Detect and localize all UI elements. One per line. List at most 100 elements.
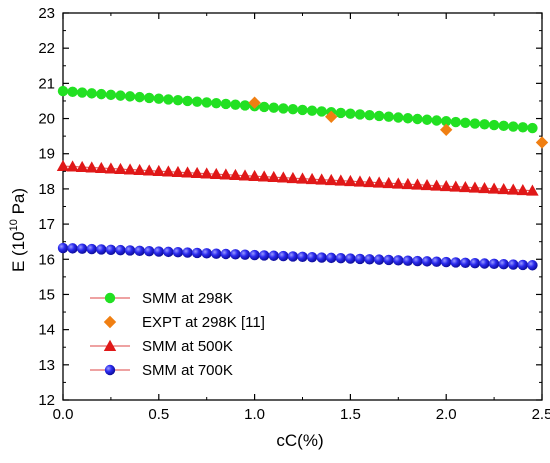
data-point	[258, 250, 270, 261]
data-point	[392, 177, 405, 189]
data-point	[527, 122, 538, 134]
data-point	[86, 243, 97, 255]
legend-label: SMM at 298K	[142, 290, 233, 307]
data-point	[478, 181, 491, 194]
data-point	[364, 254, 375, 265]
y-tick-label: 15	[38, 286, 55, 303]
data-point	[57, 242, 69, 254]
data-point	[134, 245, 145, 257]
y-axis: 12 13 14 15 16 17 18 19 20 21 22 23	[38, 5, 542, 409]
data-point	[267, 170, 280, 183]
data-point	[412, 255, 423, 267]
legend-item: EXPT at 298K [11]	[103, 314, 265, 331]
data-point	[354, 253, 366, 265]
y-tick-label: 17	[38, 216, 55, 233]
series-1	[248, 96, 549, 149]
data-point	[230, 249, 241, 260]
data-point	[479, 119, 490, 130]
legend-marker	[104, 364, 116, 376]
data-point	[498, 258, 509, 270]
legend-label: SMM at 700K	[142, 362, 233, 379]
series-2	[56, 159, 539, 196]
data-point	[220, 98, 232, 110]
y-tick-label: 23	[38, 5, 55, 22]
data-point	[297, 251, 308, 263]
legend-label: EXPT at 298K [11]	[142, 314, 265, 331]
data-point	[316, 106, 327, 117]
data-point	[181, 166, 194, 178]
data-point	[420, 178, 434, 191]
x-axis-title: cC(%)	[276, 431, 323, 450]
legend-marker	[103, 315, 117, 329]
data-point	[479, 258, 490, 269]
x-tick-label: 2.0	[436, 406, 457, 423]
data-point	[257, 170, 271, 182]
data-point	[401, 177, 415, 190]
data-point	[152, 164, 165, 177]
y-tick-label: 19	[38, 146, 55, 163]
legend-marker	[103, 339, 117, 351]
data-point	[115, 244, 126, 256]
data-point	[441, 256, 452, 268]
data-point	[535, 136, 549, 149]
data-point	[201, 97, 212, 108]
data-point	[249, 249, 260, 261]
x-axis: 0.0 0.5 1.0 1.5 2.0 2.5	[53, 13, 550, 423]
data-point	[412, 113, 423, 125]
data-point	[459, 180, 472, 193]
data-point	[325, 173, 338, 186]
data-point	[248, 169, 261, 182]
data-point	[95, 161, 108, 174]
data-point	[306, 105, 318, 116]
y-axis-title: E (1010 Pa)	[8, 188, 28, 272]
data-point	[201, 248, 212, 259]
data-point	[450, 257, 461, 268]
data-point	[431, 115, 442, 126]
data-point	[297, 104, 308, 116]
legend-item: SMM at 700K	[90, 362, 233, 379]
data-point	[277, 171, 290, 183]
data-point	[153, 246, 164, 257]
data-point	[143, 164, 156, 176]
data-point	[316, 252, 327, 263]
data-point	[114, 162, 127, 175]
data-point	[383, 254, 394, 266]
data-point	[345, 108, 356, 119]
x-tick-label: 1.5	[340, 406, 361, 423]
data-point	[460, 117, 471, 128]
data-point	[268, 250, 279, 261]
data-point	[497, 182, 510, 195]
series-0	[57, 85, 538, 134]
data-point	[200, 167, 213, 179]
data-point	[431, 256, 442, 267]
data-point	[229, 168, 242, 181]
data-point	[286, 171, 300, 184]
data-point	[306, 251, 318, 263]
data-point	[163, 94, 174, 105]
data-point	[430, 179, 443, 191]
data-point	[364, 110, 375, 121]
data-point	[105, 244, 117, 255]
data-point	[383, 111, 394, 122]
data-point	[440, 179, 453, 192]
data-point	[517, 259, 529, 271]
legend: SMM at 298K EXPT at 298K [11] SMM at 500K S…	[90, 290, 265, 379]
y-tick-label: 18	[38, 181, 55, 198]
data-point	[382, 176, 395, 189]
data-point	[468, 181, 482, 193]
data-point	[354, 109, 366, 120]
y-tick-label: 21	[38, 75, 55, 92]
data-point	[526, 184, 539, 196]
data-point	[363, 175, 376, 188]
data-point	[248, 96, 261, 109]
data-point	[469, 257, 481, 269]
data-point	[315, 173, 328, 185]
data-point	[411, 178, 424, 190]
data-point	[162, 165, 175, 177]
data-point	[335, 253, 347, 264]
data-point	[372, 176, 386, 188]
data-point	[441, 116, 452, 127]
data-point	[287, 251, 299, 262]
legend-marker	[104, 292, 116, 304]
data-point	[134, 91, 145, 103]
